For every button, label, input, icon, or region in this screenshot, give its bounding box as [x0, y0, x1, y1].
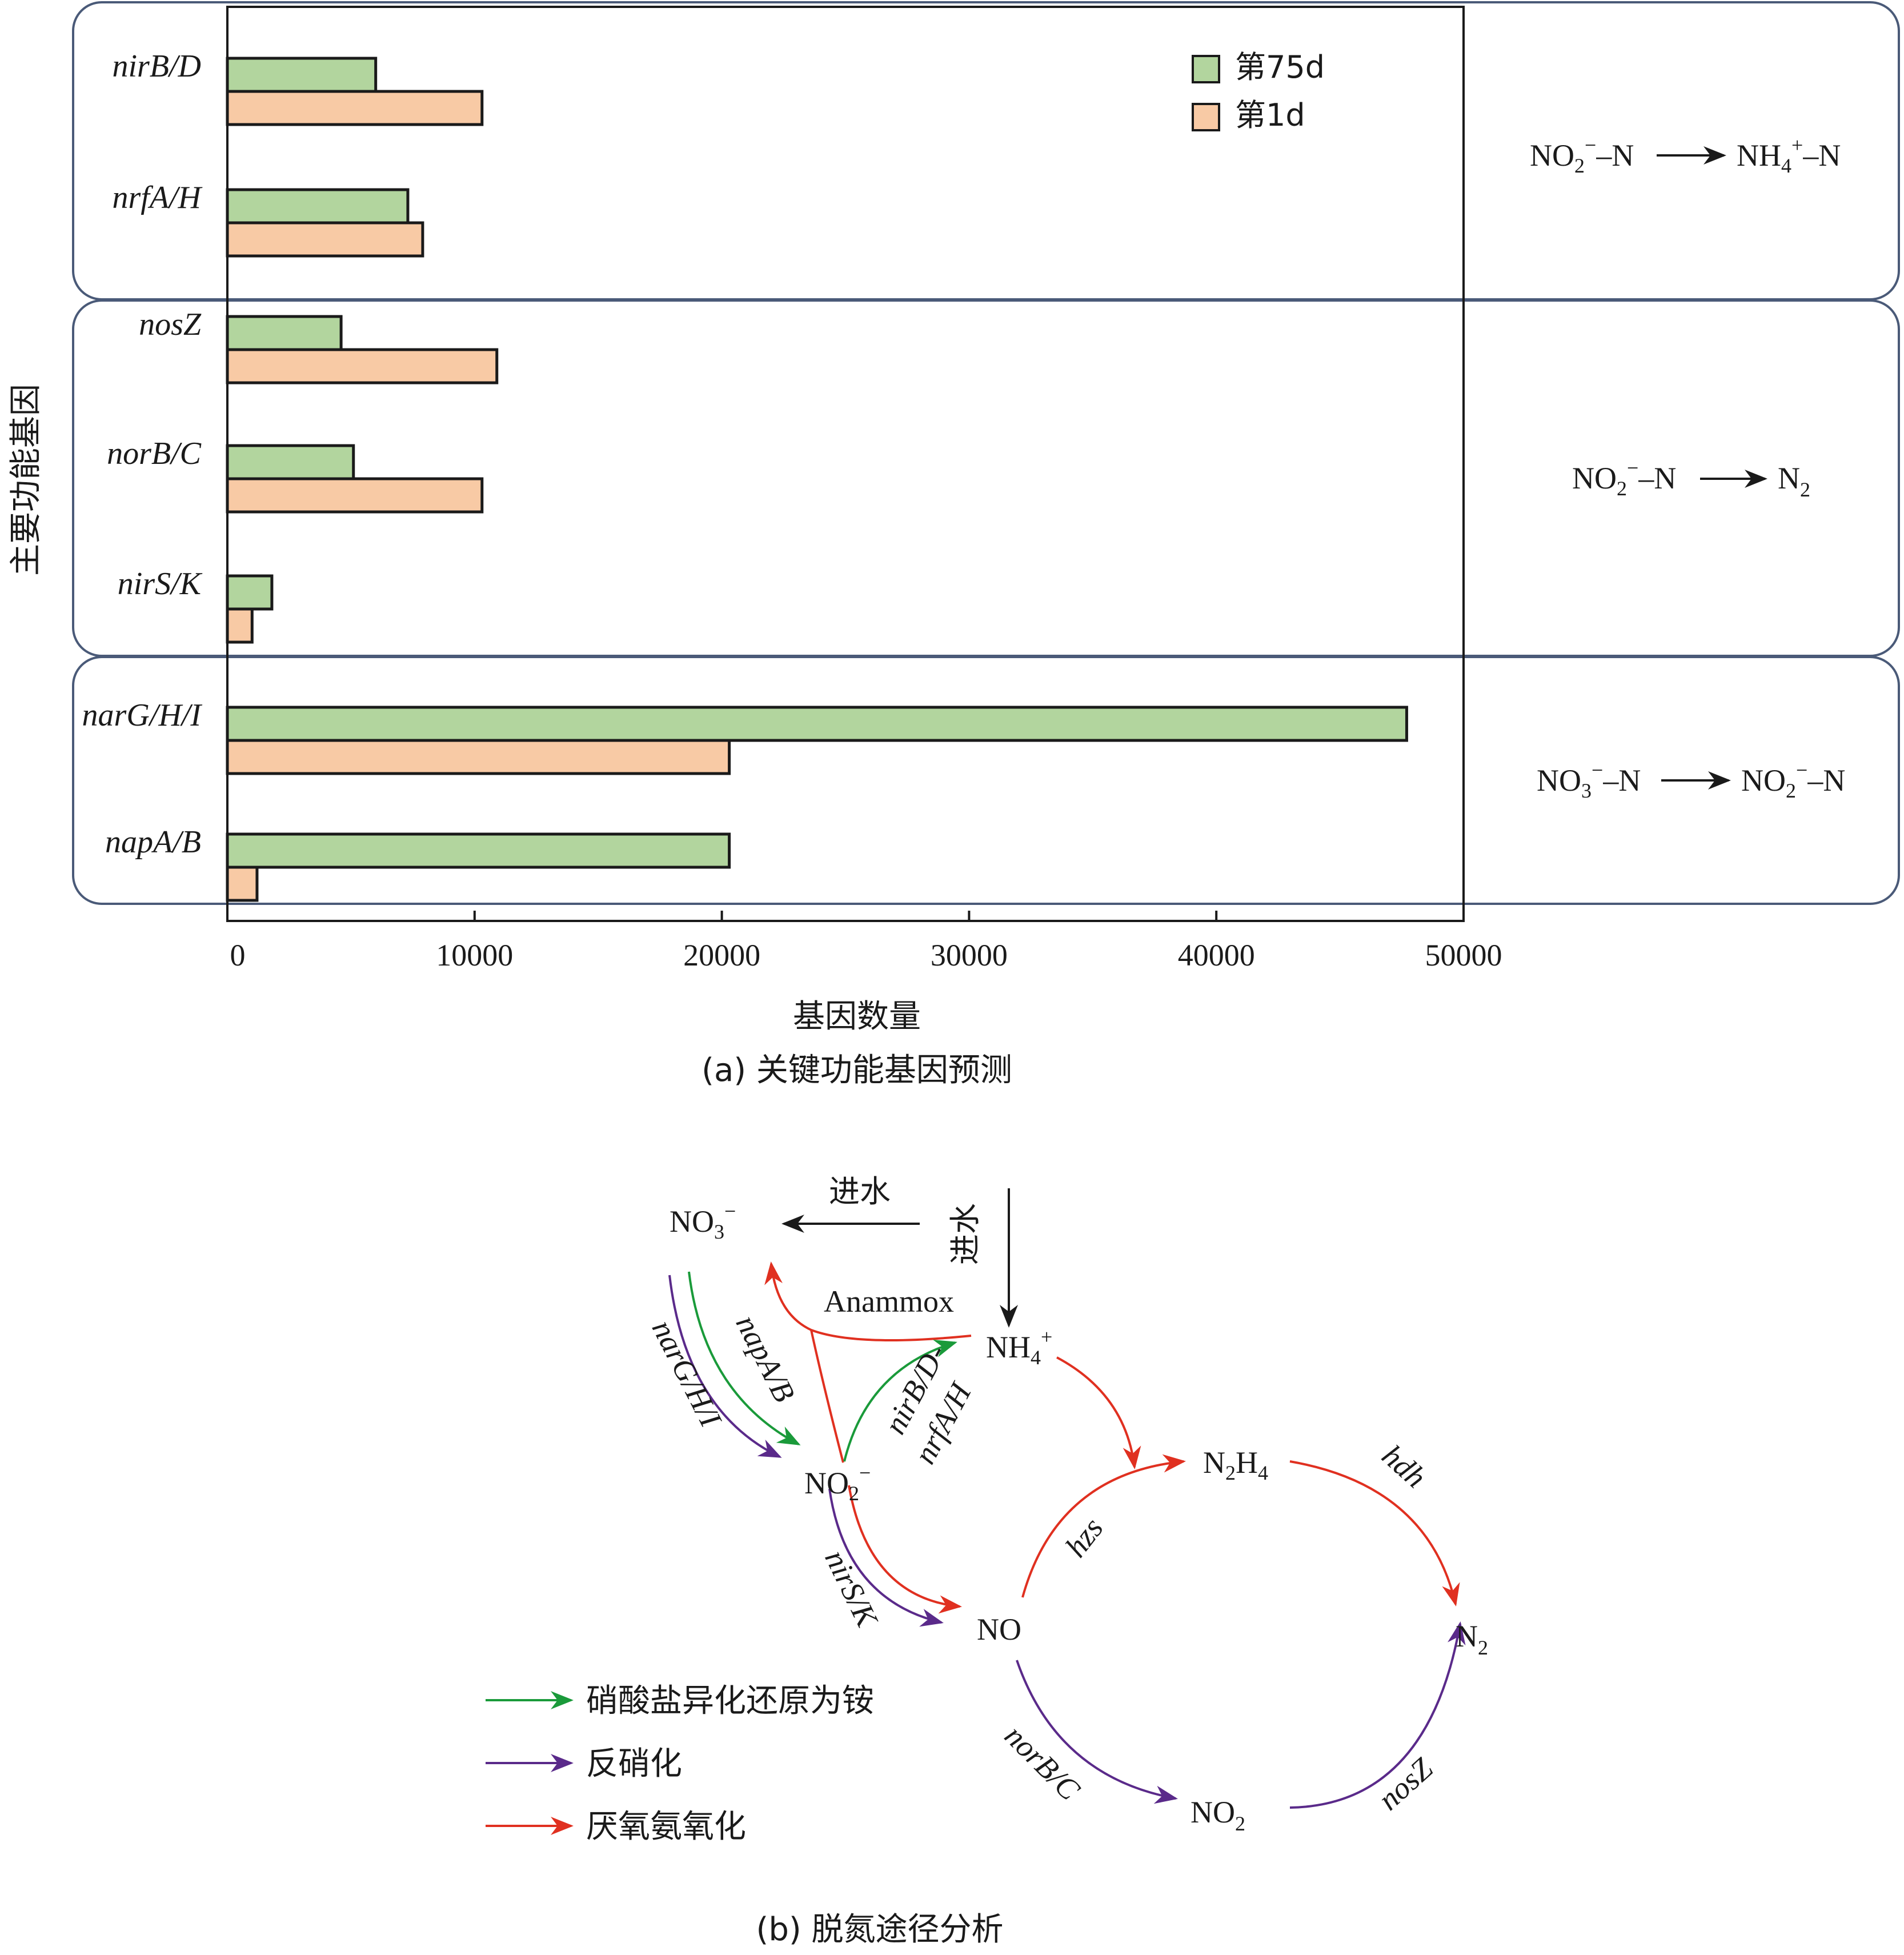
gene-label-hdh: hdh [1376, 1438, 1433, 1495]
gene-label-napAB: napA/B [105, 824, 201, 860]
caption-b: (b) 脱氮途径分析 [756, 1911, 1003, 1948]
legend-label-day75: 第75d [1235, 49, 1325, 85]
reaction-dnra: NO2−–N NH4+–N [1530, 134, 1841, 177]
reaction-nitrate: NO3−–N NO2−–N [1537, 759, 1845, 802]
arrow-no2-to-n2 [1289, 1621, 1466, 1809]
arrow-nitrate-denitrification [668, 1275, 782, 1458]
node-no: NO [977, 1612, 1021, 1646]
arrow-no-to-no2 [1016, 1660, 1178, 1804]
arrow-nh4-to-n2h4 [1056, 1356, 1141, 1469]
svg-text:N2: N2 [1778, 461, 1810, 501]
gene-label-nirSK: nirS/K [118, 566, 203, 602]
bar-nirSK-day1 [226, 607, 254, 644]
arrow-anammox-to-no3 [764, 1261, 972, 1341]
bar-napAB-day1 [226, 866, 259, 902]
arrow-no-to-n2h4 [1021, 1454, 1186, 1598]
legend-swatch-day75 [1192, 55, 1220, 83]
bar-napAB-day75 [226, 832, 731, 869]
bar-nosZ-day75 [226, 315, 343, 351]
bar-nrfAH-day75 [226, 188, 410, 225]
influent-label-vertical: 进水 [947, 1203, 983, 1265]
node-no3: NO3− [670, 1200, 736, 1243]
x-axis-title: 基因数量 [793, 998, 921, 1035]
label-anammox: Anammox [824, 1284, 954, 1319]
caption-a: (a) 关键功能基因预测 [702, 1052, 1012, 1089]
x-tick-label: 20000 [683, 938, 760, 972]
legend-text-dnra: 硝酸盐异化还原为铵 [586, 1682, 874, 1720]
plot-frame [226, 6, 1465, 922]
x-tick-label: 0 [230, 938, 246, 972]
arrow-no2-to-no-denitrification [828, 1488, 944, 1627]
gene-label-norBC: norB/C [107, 436, 202, 471]
node-nh4: NH4+ [986, 1325, 1052, 1369]
bar-narGHI-day75 [226, 706, 1408, 742]
influent-label-horizontal: 进水 [829, 1173, 891, 1209]
gene-label-hzs: hzs [1059, 1511, 1110, 1563]
gene-label-nirBD: nirB/D [112, 49, 201, 84]
x-tick-label: 30000 [931, 938, 1008, 972]
legend-text-anammox: 厌氧氨氧化 [586, 1808, 746, 1845]
bar-layer [226, 57, 1408, 902]
legend-swatch-day1 [1192, 103, 1220, 131]
gene-label-nosz: nosZ [1372, 1751, 1440, 1817]
node-no2: NO2 [1190, 1795, 1245, 1835]
bar-nrfAH-day1 [226, 221, 424, 258]
bar-narGHI-day1 [226, 739, 731, 775]
bar-nirBD-day75 [226, 57, 378, 93]
arrow-anammox-from-no2 [810, 1329, 844, 1463]
gene-label-narghi: narG/H/I [646, 1315, 729, 1434]
gene-label-layer: nirB/D nrfA/H nosZ norB/C nirS/K narG/H/I napA… [82, 49, 203, 860]
group-panel-nitrate-reduction [72, 656, 1900, 905]
legend-text-denitrification: 反硝化 [586, 1745, 682, 1782]
gene-label-norbc: norB/C [998, 1718, 1087, 1808]
arrow-n2h4-to-n2 [1289, 1460, 1460, 1607]
node-no2-ion: NO2− [804, 1461, 871, 1505]
y-axis-title: 主要功能基因 [7, 384, 45, 576]
bar-norBC-day1 [226, 477, 484, 514]
bar-nirBD-day1 [226, 90, 484, 126]
svg-text:NO2−–N: NO2−–N [1572, 456, 1676, 500]
bar-nirSK-day75 [226, 574, 274, 611]
gene-label-narGHI: narG/H/I [82, 698, 203, 733]
bar-nosZ-day1 [226, 348, 499, 384]
x-tick-label: 10000 [436, 938, 513, 972]
reaction-denitrification: NO2−–N N2 [1572, 456, 1810, 501]
gene-label-nosZ: nosZ [139, 307, 202, 342]
arrow-no2-to-no-anammox [848, 1485, 962, 1614]
gene-label-napab: napA/B [729, 1309, 802, 1408]
x-tick-label: 40000 [1178, 938, 1255, 972]
x-tick-label: 50000 [1425, 938, 1502, 972]
x-tick-layer: 0 10000 20000 30000 40000 50000 [226, 911, 1502, 972]
node-n2h4: N2H4 [1203, 1445, 1268, 1484]
bar-norBC-day75 [226, 444, 355, 480]
svg-text:NO2−–N: NO2−–N [1530, 134, 1634, 177]
arrow-no2-to-nh4 [843, 1339, 957, 1462]
svg-text:NO2−–N: NO2−–N [1741, 759, 1845, 802]
node-n2: N2 [1456, 1619, 1488, 1659]
svg-text:NH4+–N: NH4+–N [1737, 134, 1841, 177]
svg-text:NO3−–N: NO3−–N [1537, 759, 1641, 802]
arrow-nitrate-dnra [688, 1271, 801, 1445]
gene-label-nrfAH: nrfA/H [112, 180, 202, 215]
legend-label-day1: 第1d [1235, 97, 1305, 133]
